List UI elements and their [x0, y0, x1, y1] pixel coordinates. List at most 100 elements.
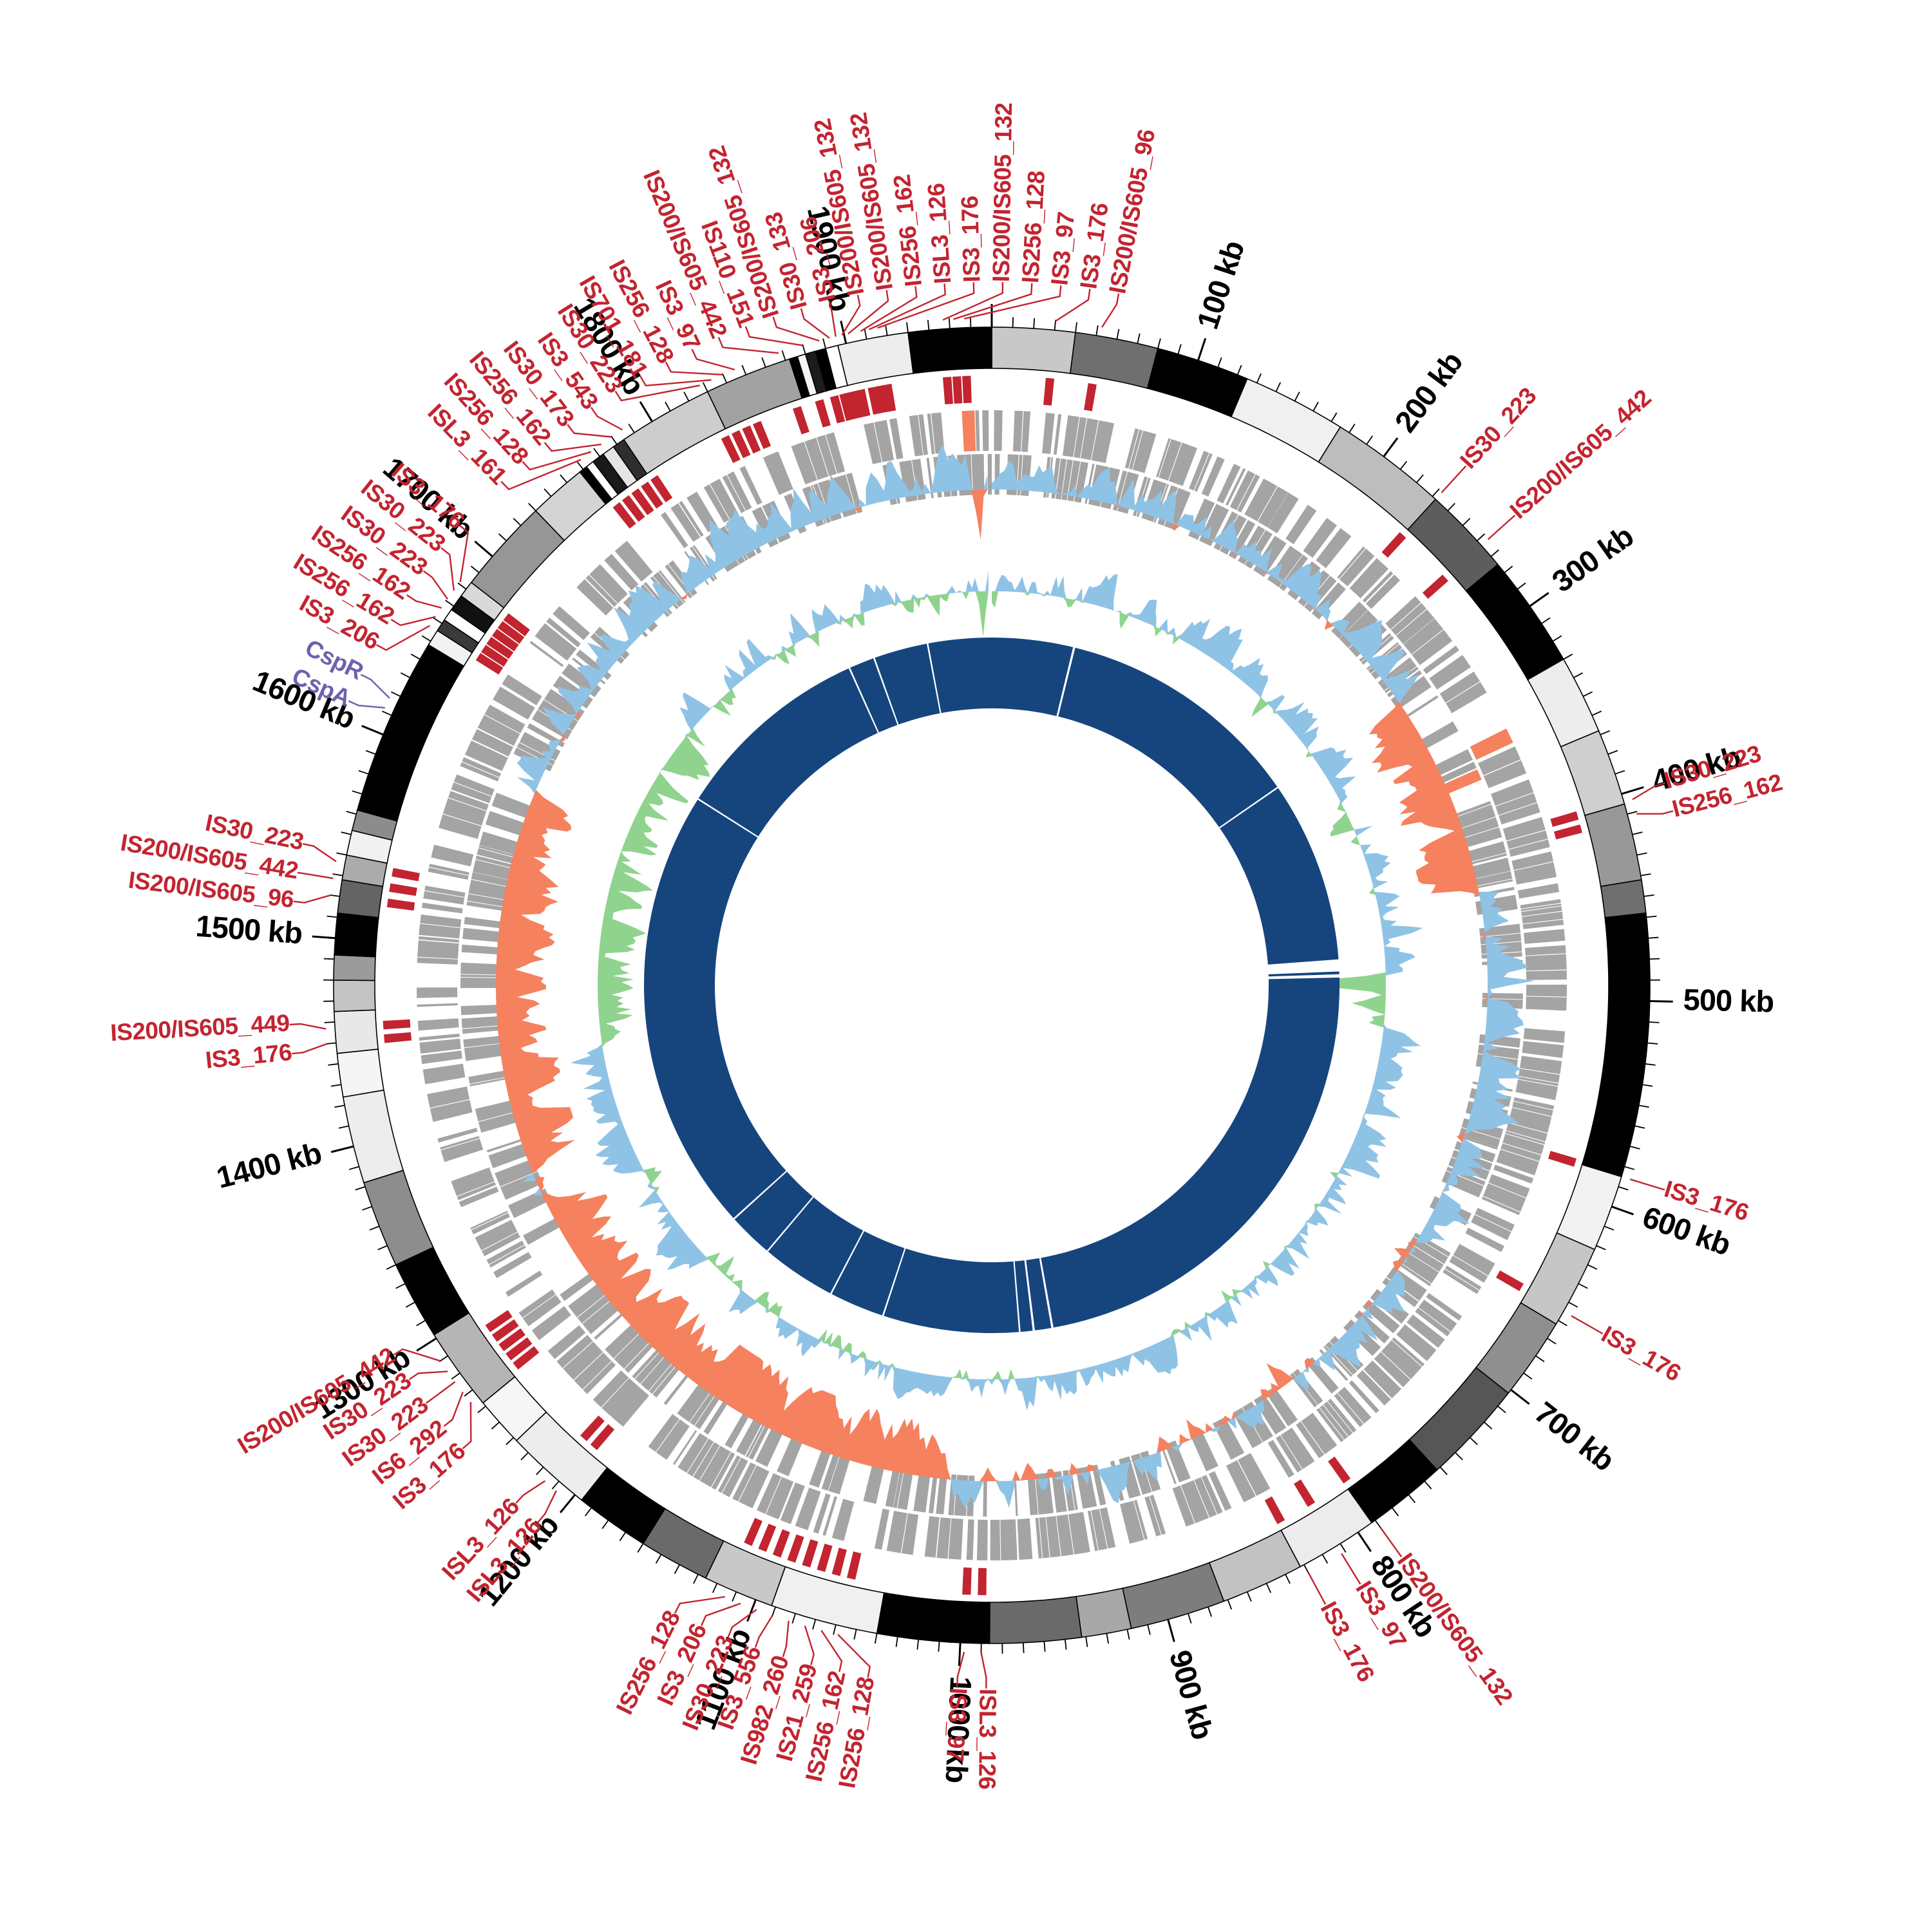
minor-tick	[369, 1226, 380, 1231]
minor-tick	[1558, 1320, 1567, 1327]
minor-tick	[386, 1264, 397, 1270]
minor-tick	[1568, 1302, 1578, 1308]
minor-tick	[812, 1619, 817, 1630]
is-label-leader	[877, 282, 975, 329]
contig-block	[1465, 564, 1564, 681]
minor-tick	[334, 1104, 345, 1108]
major-tick	[474, 540, 493, 558]
gene-label-leader	[348, 700, 386, 709]
gc-content-negative	[598, 591, 1386, 1379]
coverage-ring	[644, 638, 1340, 1333]
scale-tick-label: 200 kb	[1388, 345, 1469, 438]
is-label-leader	[537, 1490, 557, 1523]
major-tick	[1529, 592, 1549, 607]
minor-tick	[1399, 460, 1408, 470]
major-tick	[416, 1337, 437, 1352]
major-tick	[958, 1642, 961, 1666]
minor-tick	[781, 350, 786, 361]
minor-tick	[400, 672, 410, 679]
minor-tick	[1432, 488, 1440, 497]
minor-tick	[520, 1452, 529, 1461]
minor-tick	[1600, 730, 1611, 735]
minor-tick	[1447, 502, 1455, 511]
is-label-leader	[297, 871, 334, 880]
is-label-leader	[820, 1629, 843, 1672]
minor-tick	[693, 1574, 699, 1584]
is-label-leader	[1341, 1553, 1361, 1585]
minor-tick	[1647, 1042, 1658, 1045]
minor-tick	[1116, 328, 1120, 339]
cds-track-outer	[417, 410, 1567, 1560]
minor-tick	[1227, 1599, 1233, 1610]
is-label-leader	[515, 1480, 546, 1504]
minor-tick	[1634, 1125, 1645, 1129]
minor-tick	[390, 691, 401, 697]
scale-tick-label: 300 kb	[1546, 518, 1639, 598]
minor-tick	[853, 1629, 857, 1640]
minor-tick	[1638, 1104, 1649, 1108]
major-tick	[1611, 1206, 1634, 1216]
minor-tick	[1177, 344, 1182, 355]
minor-tick	[1632, 831, 1643, 835]
major-tick	[330, 1145, 354, 1153]
contig-block	[1070, 332, 1159, 389]
is-label-leader	[828, 301, 837, 337]
label-leader-lines	[289, 282, 1674, 1689]
contig-block	[334, 912, 379, 958]
minor-tick	[1391, 1507, 1399, 1517]
is-label-leader	[860, 286, 918, 332]
scale-tick-label: 900 kb	[1163, 1647, 1220, 1743]
minor-tick	[916, 1639, 920, 1650]
gene-label-leader	[360, 674, 390, 699]
minor-tick	[560, 474, 567, 484]
contig-block	[1408, 1367, 1510, 1471]
minor-tick	[328, 1063, 339, 1066]
is-element-label: IS256_128	[1017, 170, 1050, 284]
major-tick	[1621, 786, 1644, 795]
minor-tick	[874, 1633, 878, 1644]
is-label-leader	[1101, 293, 1120, 328]
contig-block	[907, 327, 992, 374]
is-label-leader	[717, 337, 779, 354]
minor-tick	[464, 1389, 473, 1397]
minor-tick	[544, 488, 552, 497]
is-label-leader	[1379, 1527, 1403, 1558]
minor-tick	[1490, 549, 1500, 557]
minor-tick	[1217, 357, 1222, 368]
minor-tick	[1541, 617, 1551, 624]
minor-tick	[1246, 1591, 1252, 1602]
is-label-leader	[754, 1615, 773, 1648]
minor-tick	[325, 1042, 337, 1045]
minor-tick	[355, 1186, 366, 1191]
minor-tick	[637, 1543, 644, 1553]
is-label-leader	[376, 625, 430, 651]
minor-tick	[1095, 325, 1099, 336]
is-label-leader	[868, 283, 946, 330]
is-label-leader	[406, 594, 442, 609]
minor-tick	[1497, 1405, 1506, 1414]
is-label-leader	[772, 316, 820, 342]
is-mark-ring	[383, 375, 1582, 1595]
is-label-leader	[1632, 782, 1666, 800]
minor-tick	[1596, 1245, 1606, 1251]
minor-tick	[1615, 770, 1625, 775]
minor-tick	[477, 1405, 486, 1414]
contig-block	[1584, 803, 1642, 887]
is-label-leader	[841, 294, 861, 336]
minor-tick	[1455, 1452, 1463, 1461]
minor-tick	[1188, 1613, 1192, 1624]
minor-tick	[1294, 392, 1300, 402]
minor-tick	[433, 617, 442, 624]
minor-tick	[683, 392, 690, 402]
contig-block	[1146, 348, 1248, 418]
is-label-leader	[691, 348, 735, 371]
minor-tick	[1137, 333, 1141, 344]
minor-tick	[1629, 1146, 1640, 1150]
minor-tick	[1504, 565, 1513, 573]
minor-tick	[1285, 1574, 1291, 1584]
contig-block	[363, 1170, 434, 1266]
minor-tick	[1462, 518, 1471, 526]
is-label-leader	[459, 524, 469, 582]
minor-tick	[1275, 382, 1282, 392]
